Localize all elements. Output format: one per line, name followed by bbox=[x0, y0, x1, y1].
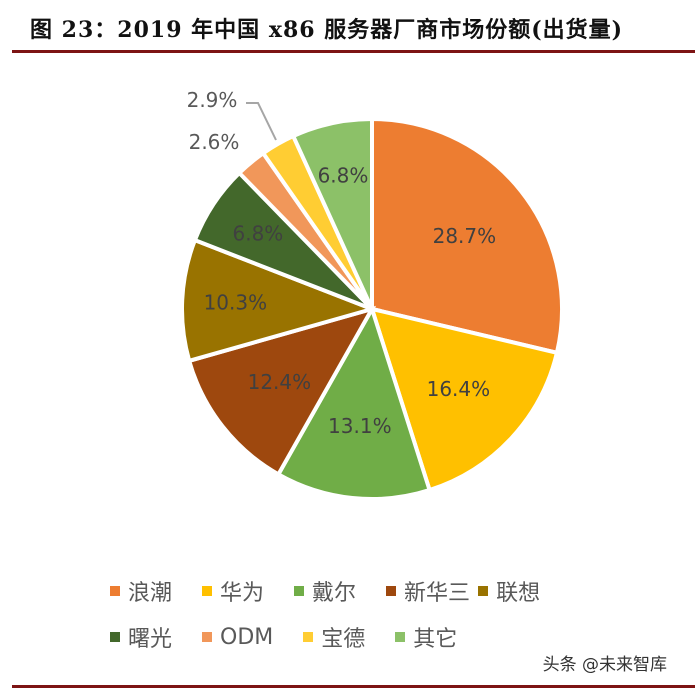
legend-item-dell: 戴尔 bbox=[294, 575, 356, 607]
data-label-powerleader: 2.9% bbox=[187, 88, 238, 112]
figure-title: 图 23：2019 年中国 x86 服务器厂商市场份额(出货量) bbox=[30, 17, 624, 43]
data-label-langchao: 28.7% bbox=[433, 224, 497, 248]
data-label-lenovo: 10.3% bbox=[204, 291, 268, 315]
bottom-divider bbox=[12, 685, 695, 688]
legend-swatch-icon bbox=[202, 586, 213, 596]
legend-swatch-icon bbox=[478, 586, 489, 596]
pie-slice-huawei bbox=[369, 306, 560, 493]
data-label-sugon: 6.8% bbox=[232, 222, 283, 246]
chart-legend: 浪潮 华为 戴尔 新华三 联想 曙光 ODM 宝德 其它 bbox=[110, 568, 650, 660]
pie-slice-lenovo bbox=[180, 237, 379, 364]
legend-swatch-icon bbox=[386, 586, 397, 596]
pie-slice-langchao bbox=[370, 116, 564, 356]
pie-chart: 28.7% 16.4% 13.1% 12.4% 10.3% 6.8% 2.6% 2.9% 6.8… bbox=[180, 88, 564, 501]
data-label-dell: 13.1% bbox=[328, 414, 392, 438]
pie-slice-dell bbox=[275, 304, 433, 501]
legend-swatch-icon bbox=[202, 632, 213, 642]
watermark: 头条 @未来智库 bbox=[542, 655, 667, 675]
legend-swatch-icon bbox=[303, 632, 314, 642]
pie-slice-others bbox=[290, 116, 374, 310]
data-label-h3c: 12.4% bbox=[248, 370, 312, 394]
legend-item-others: 其它 bbox=[395, 621, 457, 653]
legend-swatch-icon bbox=[110, 586, 120, 596]
legend-item-powerleader: 宝德 bbox=[303, 621, 365, 653]
legend-row-1: 浪潮 华为 戴尔 新华三 联想 bbox=[110, 568, 650, 614]
leader-line bbox=[246, 102, 277, 141]
data-label-huawei: 16.4% bbox=[427, 377, 491, 401]
pie-slice-h3c bbox=[186, 305, 377, 478]
data-label-odm: 2.6% bbox=[189, 130, 240, 154]
legend-swatch-icon bbox=[110, 632, 120, 642]
legend-item-h3c: 新华三 bbox=[386, 575, 470, 607]
legend-item-langchao: 浪潮 bbox=[110, 575, 172, 607]
legend-row-2: 曙光 ODM 宝德 其它 bbox=[110, 614, 650, 660]
legend-item-odm: ODM bbox=[202, 625, 273, 650]
legend-item-huawei: 华为 bbox=[202, 575, 264, 607]
legend-swatch-icon bbox=[294, 586, 305, 596]
legend-item-lenovo: 联想 bbox=[478, 575, 540, 607]
title-divider bbox=[12, 50, 695, 53]
data-label-others: 6.8% bbox=[318, 163, 369, 187]
legend-item-sugon: 曙光 bbox=[110, 621, 172, 653]
legend-swatch-icon bbox=[395, 632, 406, 642]
